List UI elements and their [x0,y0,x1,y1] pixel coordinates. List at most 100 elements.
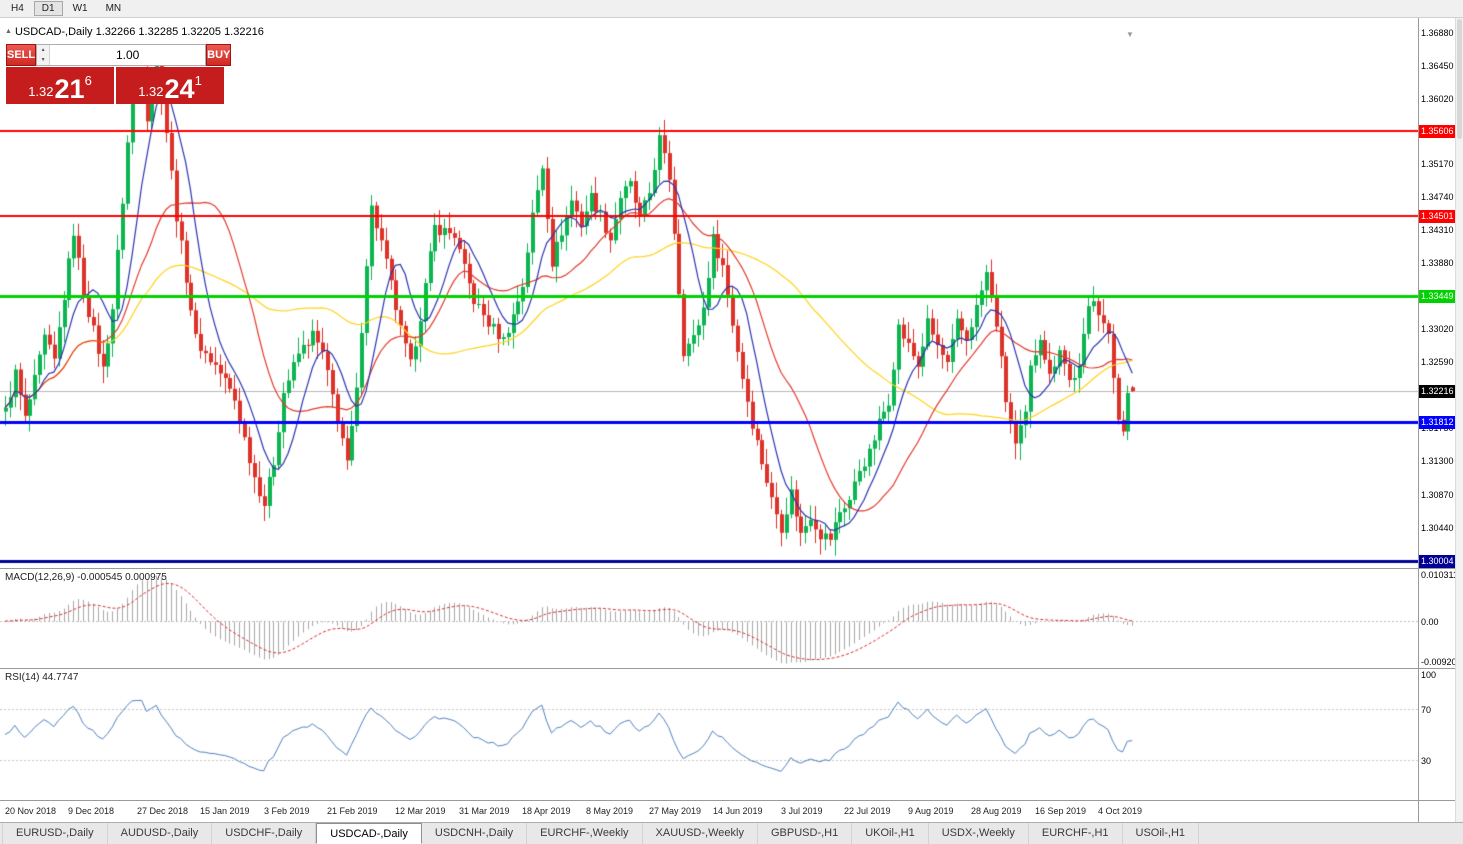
price-axis-label: 1.36880 [1421,28,1454,38]
vertical-scrollbar[interactable] [1455,18,1463,822]
buy-price-sup: 1 [194,73,202,88]
date-axis-label: 21 Feb 2019 [327,806,378,816]
price-axis-label: 1.34740 [1421,192,1454,202]
date-axis-label: 14 Jun 2019 [713,806,763,816]
date-axis-label: 3 Jul 2019 [781,806,823,816]
date-axis-label: 27 May 2019 [649,806,702,816]
timeframe-w1-button[interactable]: W1 [65,1,96,16]
timeframe-mn-button[interactable]: MN [98,1,130,16]
axis-corner [1419,800,1455,822]
date-axis-label: 9 Dec 2018 [68,806,115,816]
rsi-label: RSI(14) 44.7747 [5,672,79,683]
price-axis-label: 1.36450 [1421,61,1454,71]
axis-column: 1.36880 1.36450 1.36020 1.35170 1.34740 1.343… [1418,18,1462,822]
macd-axis-label: 0.00 [1421,617,1439,627]
price-axis-label: 1.32590 [1421,357,1454,367]
macd-axis-label: 0.010311 [1421,570,1458,580]
rsi-axis: 100 70 30 [1419,668,1455,800]
price-axis-label: 1.36020 [1421,94,1454,104]
chart-tab-xauusd-weekly[interactable]: XAUUSD-,Weekly [643,823,758,844]
chart-tab-eurusd-daily[interactable]: EURUSD-,Daily [2,823,108,844]
chart-tab-eurchf-h1[interactable]: EURCHF-,H1 [1029,823,1123,844]
timeframe-h4-button[interactable]: H4 [3,1,32,16]
chart-tab-usoil-h1[interactable]: USOil-,H1 [1123,823,1200,844]
rsi-axis-label: 70 [1421,705,1432,715]
rsi-panel: RSI(14) 44.7747 [0,668,1418,800]
buy-price-display[interactable]: 1.32 24 1 [116,67,224,104]
date-axis-label: 16 Sep 2019 [1035,806,1087,816]
date-axis-label: 9 Aug 2019 [908,806,954,816]
macd-axis-label: -0.009203 [1421,657,1462,667]
main-price-chart[interactable] [0,18,1418,568]
date-axis-label: 12 Mar 2019 [395,806,446,816]
price-axis-label: 1.34310 [1421,225,1454,235]
volume-input[interactable] [50,45,206,65]
timeframe-toolbar: H4 D1 W1 MN [0,0,1463,18]
date-axis-label: 27 Dec 2018 [137,806,189,816]
rsi-axis-label: 30 [1421,756,1432,766]
date-axis-label: 18 Apr 2019 [522,806,571,816]
buy-price-main: 24 [164,74,195,105]
chart-tab-usdcad-daily[interactable]: USDCAD-,Daily [316,823,422,844]
trade-price-row: 1.32 21 6 1.32 24 1 [6,67,224,104]
chart-workspace: ▲ USDCAD-,Daily 1.32266 1.32285 1.32205 1… [0,18,1463,822]
chart-tab-usdcnh-daily[interactable]: USDCNH-,Daily [422,823,528,844]
sell-price-main: 21 [54,74,85,105]
sell-button[interactable]: SELL [6,44,37,66]
ohlc-text: USDCAD-,Daily 1.32266 1.32285 1.32205 1.… [14,26,264,38]
chart-tab-bar: EURUSD-,Daily AUDUSD-,Daily USDCHF-,Daily U… [0,822,1463,844]
timeframe-d1-button[interactable]: D1 [33,1,63,16]
price-axis[interactable]: 1.36880 1.36450 1.36020 1.35170 1.34740 1.343… [1419,18,1455,568]
chart-tab-ukoil-h1[interactable]: UKOil-,H1 [852,823,929,844]
date-axis-label: 22 Jul 2019 [844,806,891,816]
price-axis-label: 1.33880 [1421,258,1454,268]
date-axis-label: 31 Mar 2019 [459,806,510,816]
hline-price-label: 1.31812 [1419,416,1455,429]
hline-price-label: 1.30004 [1419,555,1455,568]
rsi-chart[interactable] [0,669,1418,800]
price-axis-label: 1.30870 [1421,490,1454,500]
trade-controls-row: SELL ▲ ▼ BUY [6,44,232,66]
main-chart-panel: ▲ USDCAD-,Daily 1.32266 1.32285 1.32205 1… [0,18,1418,568]
scrollbar-thumb[interactable] [1457,19,1462,139]
date-axis-label: 8 May 2019 [586,806,634,816]
chart-tab-eurchf-weekly[interactable]: EURCHF-,Weekly [527,823,643,844]
macd-label: MACD(12,26,9) -0.000545 0.000975 [5,572,167,583]
volume-spinner: ▲ ▼ [37,45,51,65]
macd-panel: MACD(12,26,9) -0.000545 0.000975 [0,568,1418,668]
chart-ohlc-title: ▲ USDCAD-,Daily 1.32266 1.32285 1.32205 1… [5,26,264,38]
buy-price-prefix: 1.32 [138,84,164,99]
current-price-label: 1.32216 [1419,385,1455,398]
price-axis-label: 1.33020 [1421,324,1454,334]
sell-price-display[interactable]: 1.32 21 6 [6,67,114,104]
date-axis[interactable]: 20 Nov 2018 9 Dec 2018 27 Dec 2018 15 Jan 2… [0,800,1418,822]
macd-axis: 0.010311 0.00 -0.009203 [1419,568,1462,668]
volume-control: ▲ ▼ [36,44,207,66]
chart-tab-usdx-weekly[interactable]: USDX-,Weekly [929,823,1029,844]
date-axis-label: 28 Aug 2019 [971,806,1022,816]
sell-price-sup: 6 [84,73,92,88]
chart-shift-marker[interactable]: ▼ [1126,30,1134,39]
date-axis-label: 15 Jan 2019 [200,806,250,816]
chart-tab-gbpusd-h1[interactable]: GBPUSD-,H1 [758,823,853,844]
chart-tab-usdchf-daily[interactable]: USDCHF-,Daily [212,823,317,844]
rsi-axis-label: 100 [1421,670,1437,680]
price-axis-label: 1.35170 [1421,159,1454,169]
price-axis-label: 1.31300 [1421,456,1454,466]
volume-up-button[interactable]: ▲ [40,47,46,53]
date-axis-label: 4 Oct 2019 [1098,806,1143,816]
hline-price-label: 1.33449 [1419,290,1455,303]
one-click-collapse-icon[interactable]: ▲ [5,28,12,35]
chart-tab-audusd-daily[interactable]: AUDUSD-,Daily [108,823,213,844]
macd-chart[interactable] [0,569,1418,668]
date-axis-label: 3 Feb 2019 [264,806,310,816]
hline-price-label: 1.35606 [1419,125,1455,138]
chart-column: ▲ USDCAD-,Daily 1.32266 1.32285 1.32205 1… [0,18,1418,822]
sell-price-prefix: 1.32 [28,84,54,99]
price-axis-label: 1.30440 [1421,523,1454,533]
one-click-trading-panel: SELL ▲ ▼ BUY 1.32216 [6,44,232,104]
volume-down-button[interactable]: ▼ [40,57,46,63]
buy-button[interactable]: BUY [206,44,232,66]
hline-price-label: 1.34501 [1419,210,1455,223]
